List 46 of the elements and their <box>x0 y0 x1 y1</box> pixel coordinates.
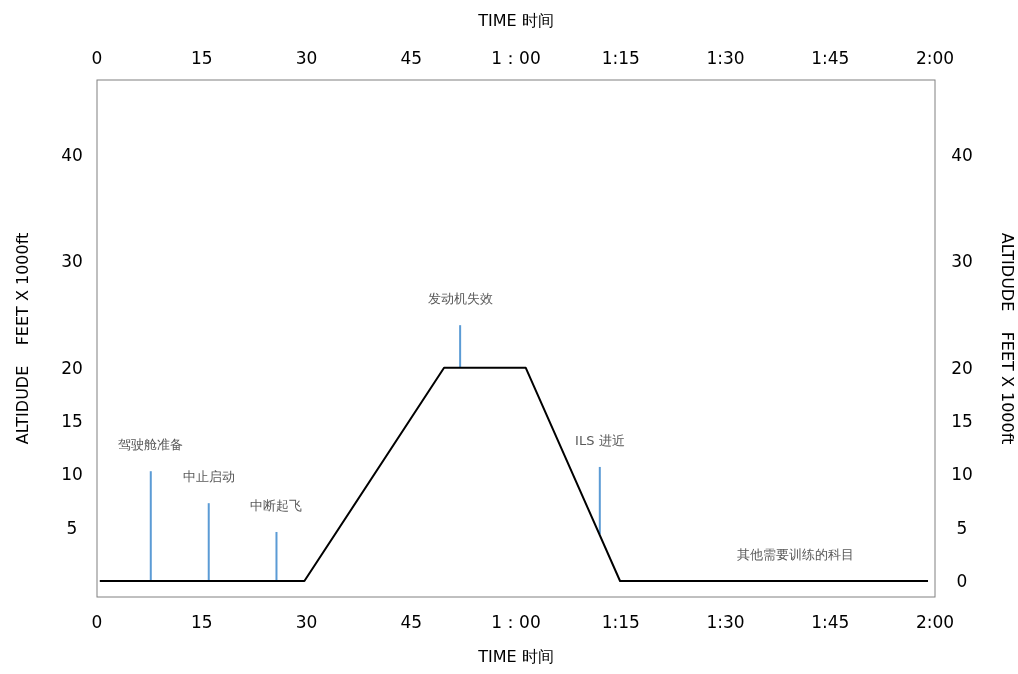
y2-tick-label: 40 <box>951 144 973 165</box>
y2-tick-label: 20 <box>951 357 973 378</box>
x2-tick-label: 2:00 <box>915 612 955 632</box>
bar <box>459 325 462 368</box>
x-tick-label: 1:45 <box>811 48 850 68</box>
x2-tick-label: 1:45 <box>811 612 850 632</box>
x-tick-label: 0 <box>91 48 103 68</box>
x2-tick-label: 0 <box>91 612 103 632</box>
x-tick-label: 2:00 <box>915 48 955 68</box>
x2-tick-label: 1：00 <box>491 612 541 632</box>
annotation: 发动机失效 <box>427 291 493 307</box>
y2-axis-title: ALTIDUDE FEET X 1000ft <box>998 232 1017 445</box>
annotation: 中断起飞 <box>250 497 303 513</box>
x-tick-label: 1:30 <box>706 48 745 68</box>
x2-tick-label: 30 <box>295 612 318 632</box>
x2-tick-label: 45 <box>400 612 423 632</box>
y-tick-label: 5 <box>66 517 78 538</box>
x2-tick-label: 1:15 <box>601 612 640 632</box>
y-tick-label: 10 <box>61 464 83 485</box>
x-tick-label: 1:15 <box>601 48 640 68</box>
x2-tick-label: 1:30 <box>706 612 745 632</box>
annotation: 其他需要训练的科目 <box>736 547 854 563</box>
annotation: 驾驶舱准备 <box>118 437 184 453</box>
y2-tick-label: 30 <box>951 251 973 272</box>
x-tick-label: 15 <box>190 48 213 68</box>
y2-tick-label: 5 <box>956 517 968 538</box>
bar <box>275 531 278 582</box>
y-tick-label: 30 <box>61 251 83 272</box>
annotation: ILS 进近 <box>575 432 625 448</box>
y2-tick-label: 10 <box>951 464 973 485</box>
annotation: 中止启动 <box>182 469 235 485</box>
y-tick-label: 15 <box>61 411 83 432</box>
bar <box>207 503 210 582</box>
x2-tick-label: 15 <box>190 612 213 632</box>
x-axis-title: TIME 时间 <box>477 647 554 666</box>
y-tick-label: 20 <box>61 357 83 378</box>
y-tick-label: 40 <box>61 144 83 165</box>
x-tick-label: 30 <box>295 48 318 68</box>
x2-axis-title: TIME 时间 <box>477 11 554 30</box>
bar <box>598 466 601 535</box>
bar <box>149 471 152 582</box>
y2-tick-label: 15 <box>951 411 973 432</box>
x-tick-label: 1：00 <box>491 48 541 68</box>
y-axis-title: ALTIDUDE FEET X 1000ft <box>13 232 32 445</box>
x-tick-label: 45 <box>400 48 423 68</box>
y2-tick-label: 0 <box>956 571 968 592</box>
